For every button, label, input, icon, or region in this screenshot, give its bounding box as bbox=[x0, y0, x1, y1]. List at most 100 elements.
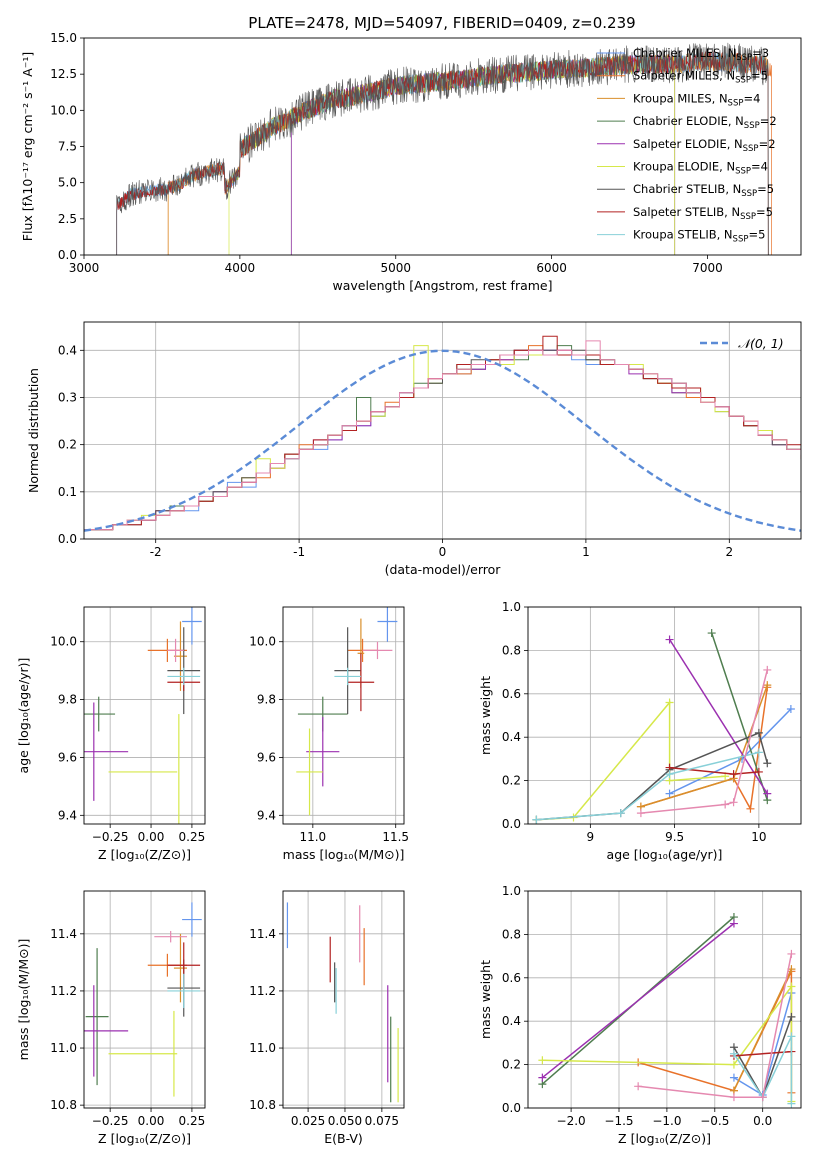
grid-age_vs_mass bbox=[283, 607, 404, 824]
legend-suffix: =4 bbox=[751, 160, 768, 174]
y-tick-label: 9.8 bbox=[257, 693, 276, 707]
legend-suffix: =5 bbox=[751, 69, 768, 83]
legend-sub: SSP bbox=[735, 167, 751, 177]
x-axis-label: Z [log₁₀(Z/Z⊙)] bbox=[98, 1131, 191, 1146]
axes-spectrum: 3000 4000 5000 6000 7000 0.0 2.5 5.0 7.5 10.0 12.5… bbox=[20, 31, 802, 293]
x-tick-label: 1 bbox=[582, 545, 590, 559]
plus-marker bbox=[707, 629, 716, 638]
x-tick-label: 2 bbox=[725, 545, 733, 559]
axes-frame bbox=[83, 321, 802, 540]
plus-marker bbox=[616, 809, 625, 818]
x-tick-label: -2 bbox=[150, 545, 162, 559]
legend-text: Salpeter MILES, N bbox=[633, 69, 735, 83]
x-tick-label: 4000 bbox=[225, 261, 256, 275]
plot-area-age_vs_mass bbox=[296, 607, 398, 816]
y-tick-label: 9.4 bbox=[58, 808, 77, 822]
ticks-age_vs_mass: 11.0 11.5 9.4 9.6 9.8 10.0 bbox=[249, 635, 409, 844]
plus-marker bbox=[763, 681, 772, 690]
plus-marker bbox=[786, 704, 795, 713]
plus-marker bbox=[787, 1032, 796, 1041]
legend-entry: 𝒩(0, 1) bbox=[738, 336, 784, 351]
x-tick-label: −1.0 bbox=[652, 1114, 681, 1128]
plus-marker bbox=[729, 798, 738, 807]
legend-entry: Kroupa MILES, NSSP=4 bbox=[633, 91, 760, 108]
y-axis-label: mass weight bbox=[478, 676, 493, 755]
legend-text: Chabrier MILES, N bbox=[633, 46, 736, 60]
y-tick-label: 0.0 bbox=[58, 532, 77, 546]
plus-marker bbox=[729, 1073, 738, 1082]
y-tick-label: 0.2 bbox=[502, 774, 521, 788]
grid-weight_vs_Z bbox=[528, 890, 801, 1109]
legend-suffix: =5 bbox=[748, 228, 765, 242]
weight-line-chabrier_stelib bbox=[536, 731, 769, 821]
legend-entry: Salpeter MILES, NSSP=5 bbox=[633, 69, 768, 86]
y-tick-label: 11.0 bbox=[249, 1041, 276, 1055]
plus-marker bbox=[754, 728, 763, 737]
x-tick-label: 7000 bbox=[692, 261, 723, 275]
y-tick-label: 1.0 bbox=[502, 884, 521, 898]
axes-frame bbox=[527, 606, 802, 825]
axes-residuals: -2 -1 0 1 2 0.0 0.1 0.2 0.3 0.4 (data-model)/error… bbox=[26, 321, 802, 577]
normal-curve bbox=[84, 349, 801, 532]
x-tick-label: 10 bbox=[751, 830, 766, 844]
y-tick-label: 11.2 bbox=[249, 984, 276, 998]
spectrum-line-chabrier_stelib bbox=[116, 42, 769, 255]
legend-suffix: =5 bbox=[757, 182, 774, 196]
plus-marker bbox=[729, 919, 738, 928]
x-axis-label: mass [log₁₀(M/M⊙)] bbox=[283, 847, 405, 862]
errorbar-point bbox=[167, 667, 201, 686]
x-tick-label: −2.0 bbox=[557, 1114, 586, 1128]
plus-marker bbox=[746, 804, 755, 813]
x-tick-label: 0.025 bbox=[291, 1114, 325, 1128]
errorbar-point bbox=[154, 930, 188, 943]
legend-suffix: =4 bbox=[743, 91, 760, 105]
legend-entry: Salpeter ELODIE, NSSP=2 bbox=[633, 137, 776, 154]
x-tick-label: 0.050 bbox=[328, 1114, 362, 1128]
x-axis-label: (data-model)/error bbox=[385, 562, 502, 577]
plus-marker bbox=[665, 635, 674, 644]
plus-marker bbox=[729, 1049, 738, 1058]
legend-sub: SSP bbox=[741, 189, 757, 199]
errorbar-point bbox=[334, 667, 361, 686]
x-axis-label: E(B-V) bbox=[324, 1131, 363, 1146]
y-tick-label: 11.4 bbox=[249, 927, 276, 941]
y-tick-label: 0.8 bbox=[502, 643, 521, 657]
plot-area-spectrum bbox=[116, 42, 772, 255]
histogram-chabrier_miles bbox=[84, 349, 801, 531]
y-tick-label: 10.8 bbox=[249, 1098, 276, 1112]
y-tick-label: 5.0 bbox=[58, 176, 77, 190]
x-tick-label: 6000 bbox=[536, 261, 567, 275]
y-tick-label: 9.6 bbox=[58, 750, 77, 764]
plus-marker bbox=[754, 767, 763, 776]
y-tick-label: 0.4 bbox=[502, 730, 521, 744]
legend-text: Kroupa STELIB, N bbox=[633, 228, 733, 242]
legend-sub: SSP bbox=[743, 144, 759, 154]
axes-age_vs_Z: −0.25 0.00 0.25 9.4 9.6 9.8 10.0 Z [log₁₀(Z/Z⊙)… bbox=[16, 606, 206, 862]
y-tick-label: 12.5 bbox=[50, 67, 77, 81]
errorbar-point bbox=[167, 973, 201, 1009]
plus-marker bbox=[665, 770, 674, 779]
plus-marker bbox=[758, 1093, 767, 1102]
y-tick-label: 0.3 bbox=[58, 390, 77, 404]
x-tick-label: −0.25 bbox=[92, 830, 129, 844]
errorbar-point bbox=[84, 696, 116, 732]
histogram-chabrier_stelib bbox=[84, 349, 801, 531]
axes-frame bbox=[83, 37, 802, 256]
y-tick-label: 9.6 bbox=[257, 750, 276, 764]
plus-marker bbox=[787, 1099, 796, 1108]
plus-marker bbox=[763, 789, 772, 798]
legend-text: Chabrier ELODIE, N bbox=[633, 114, 744, 128]
histogram-extra_pink bbox=[84, 340, 801, 531]
errorbar-point bbox=[85, 948, 109, 1086]
y-tick-label: 0.8 bbox=[502, 927, 521, 941]
errorbar-point bbox=[377, 607, 398, 642]
plot-area-weight_vs_age bbox=[532, 629, 795, 824]
y-tick-label: 0.0 bbox=[502, 817, 521, 831]
y-tick-label: 10.0 bbox=[50, 103, 77, 117]
y-tick-label: 9.8 bbox=[58, 693, 77, 707]
y-tick-label: 11.0 bbox=[50, 1041, 77, 1055]
x-tick-label: 0.00 bbox=[138, 830, 165, 844]
ticks-residuals: -2 -1 0 1 2 0.0 0.1 0.2 0.3 0.4 bbox=[58, 343, 733, 559]
x-tick-label: −1.5 bbox=[604, 1114, 633, 1128]
legend-text: Chabrier STELIB, N bbox=[633, 182, 741, 196]
